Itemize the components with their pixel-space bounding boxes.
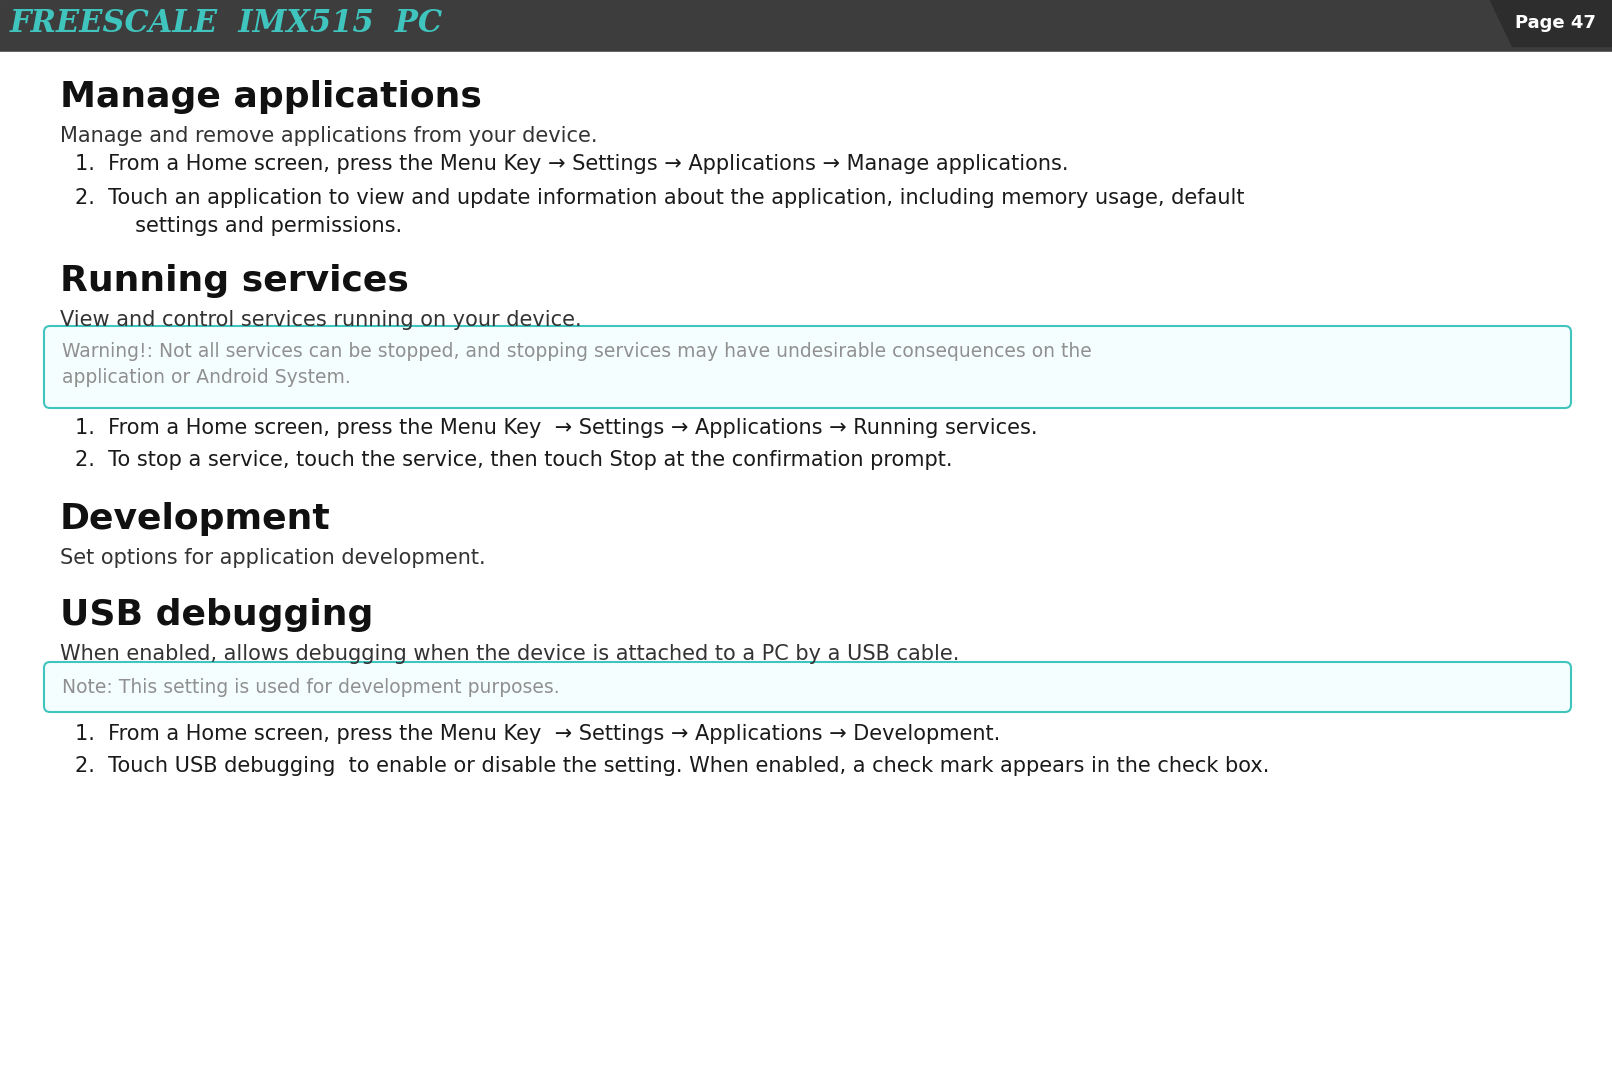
Text: Page 47: Page 47	[1515, 14, 1596, 32]
Text: View and control services running on your device.: View and control services running on you…	[60, 310, 582, 330]
Text: USB debugging: USB debugging	[60, 598, 374, 632]
FancyBboxPatch shape	[44, 662, 1572, 712]
Text: Running services: Running services	[60, 263, 409, 298]
Text: Note: This setting is used for development purposes.: Note: This setting is used for developme…	[61, 678, 559, 697]
Text: Set options for application development.: Set options for application development.	[60, 548, 485, 568]
Text: 2.  Touch an application to view and update information about the application, i: 2. Touch an application to view and upda…	[76, 188, 1244, 208]
Text: 1.  From a Home screen, press the Menu Key  → Settings → Applications → Developm: 1. From a Home screen, press the Menu Ke…	[76, 724, 1001, 744]
Text: FREESCALE  IMX515  PC: FREESCALE IMX515 PC	[10, 7, 443, 39]
Text: When enabled, allows debugging when the device is attached to a PC by a USB cabl: When enabled, allows debugging when the …	[60, 644, 959, 664]
Text: settings and permissions.: settings and permissions.	[102, 216, 401, 236]
Polygon shape	[1489, 0, 1612, 46]
Text: 1.  From a Home screen, press the Menu Key  → Settings → Applications → Running : 1. From a Home screen, press the Menu Ke…	[76, 418, 1038, 438]
Text: Development: Development	[60, 502, 330, 536]
FancyBboxPatch shape	[44, 326, 1572, 408]
Text: 2.  Touch USB debugging  to enable or disable the setting. When enabled, a check: 2. Touch USB debugging to enable or disa…	[76, 756, 1269, 776]
Text: Manage and remove applications from your device.: Manage and remove applications from your…	[60, 126, 598, 146]
Text: Manage applications: Manage applications	[60, 80, 482, 114]
Text: Warning!: Not all services can be stopped, and stopping services may have undesi: Warning!: Not all services can be stoppe…	[61, 342, 1091, 361]
Text: application or Android System.: application or Android System.	[61, 368, 351, 387]
Text: 2.  To stop a service, touch the service, then touch Stop at the confirmation pr: 2. To stop a service, touch the service,…	[76, 450, 953, 470]
Text: 1.  From a Home screen, press the Menu Key → Settings → Applications → Manage ap: 1. From a Home screen, press the Menu Ke…	[76, 154, 1069, 174]
Bar	[0, 0, 1612, 46]
